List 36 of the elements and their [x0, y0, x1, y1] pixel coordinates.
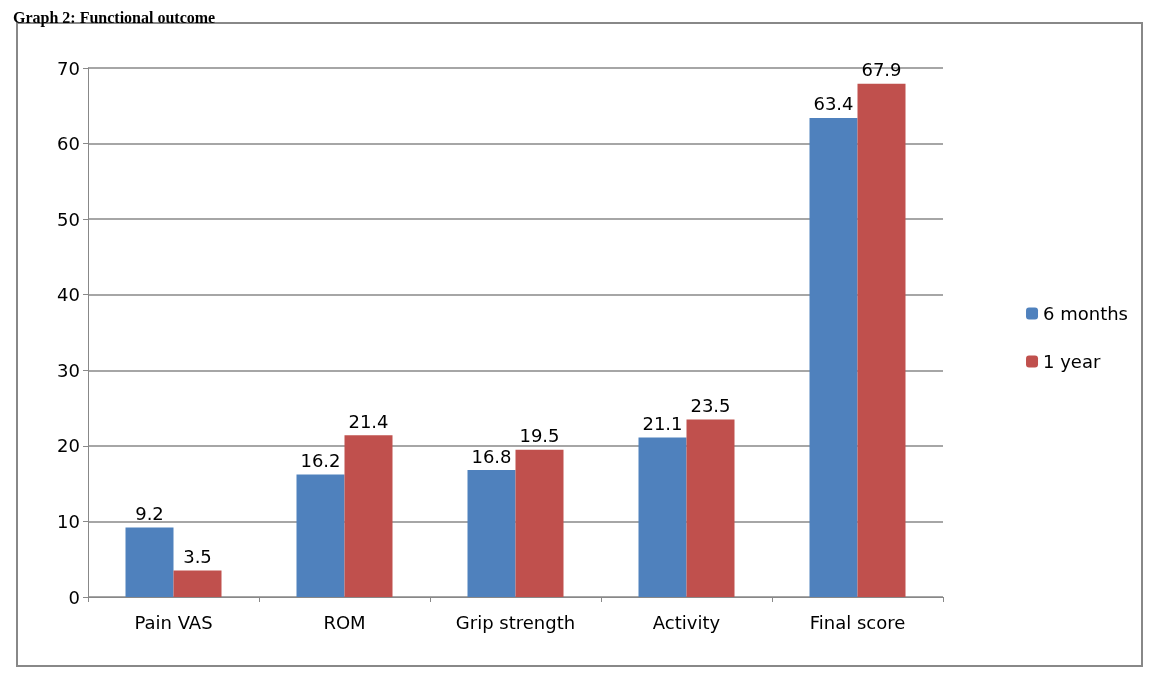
- bar: [809, 117, 858, 597]
- y-tick-label: 60: [57, 133, 80, 155]
- bar: [467, 470, 516, 597]
- chart-title: Graph 2: Functional outcome: [13, 8, 216, 27]
- data-label: 16.2: [300, 450, 341, 472]
- y-tick-label: 70: [57, 57, 80, 79]
- bar: [344, 435, 393, 597]
- bar: [515, 449, 564, 597]
- y-tick-label: 20: [57, 435, 80, 457]
- y-tick-label: 30: [57, 359, 80, 381]
- data-label: 9.2: [135, 502, 164, 524]
- data-label: 19.5: [519, 425, 560, 447]
- bar: [638, 437, 687, 597]
- bar: [125, 527, 174, 597]
- y-tick-label: 50: [57, 208, 80, 230]
- data-label: 23.5: [690, 394, 731, 416]
- bar: [296, 474, 345, 597]
- x-tick-label: Pain VAS: [134, 611, 213, 633]
- bar: [686, 419, 735, 597]
- y-tick-label: 10: [57, 510, 80, 532]
- bar: [857, 83, 906, 597]
- y-tick-label: 0: [68, 586, 80, 608]
- x-tick-label: Grip strength: [455, 611, 576, 633]
- data-label: 16.8: [471, 445, 512, 467]
- legend-label: 1 year: [1043, 351, 1101, 372]
- x-tick-label: Activity: [652, 611, 721, 633]
- data-label: 21.4: [348, 410, 389, 432]
- legend-label: 6 months: [1043, 303, 1129, 324]
- bar: [173, 570, 222, 597]
- y-tick-label: 40: [57, 284, 80, 306]
- data-label: 3.5: [183, 546, 212, 568]
- x-tick-label: ROM: [323, 611, 366, 633]
- data-label: 21.1: [642, 413, 683, 435]
- data-label: 67.9: [861, 59, 902, 81]
- x-tick-label: Final score: [809, 611, 906, 633]
- data-label: 63.4: [813, 93, 854, 115]
